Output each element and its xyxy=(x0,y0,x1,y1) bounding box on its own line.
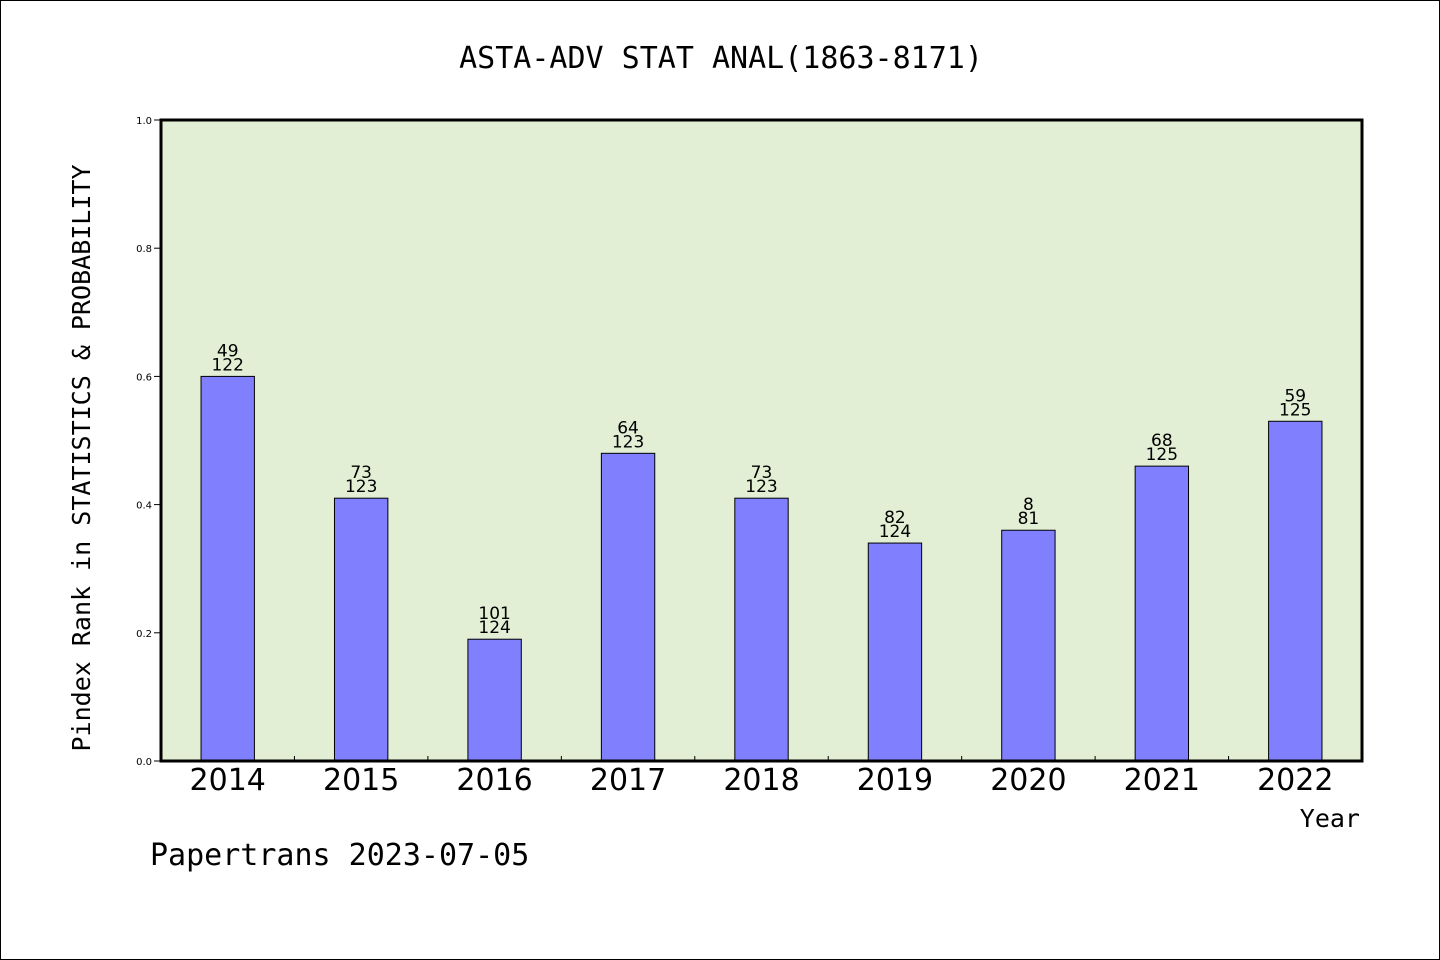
total-label-2014: 122 xyxy=(211,355,243,375)
total-label-2020: 81 xyxy=(1018,509,1040,529)
data-labels-layer: 4912273123101124641237312382124881681255… xyxy=(211,341,1311,638)
x-tick-label-2020: 2020 xyxy=(990,763,1066,798)
y-tick-label-0.4: 0.4 xyxy=(136,501,152,512)
bar-2018 xyxy=(734,497,789,762)
rank-label-2019: 82 xyxy=(884,508,906,528)
x-tick-label-2019: 2019 xyxy=(857,763,933,798)
x-tick-label-2018: 2018 xyxy=(723,763,799,798)
y-tick-label-0.6: 0.6 xyxy=(136,372,152,383)
x-tick-label-2014: 2014 xyxy=(190,763,266,798)
total-label-2019: 124 xyxy=(879,522,911,542)
chart-title: ASTA-ADV STAT ANAL(1863-8171) xyxy=(459,41,983,76)
bar-2021 xyxy=(1134,465,1190,762)
rank-label-2018: 73 xyxy=(751,463,773,483)
total-label-2021: 125 xyxy=(1146,445,1178,465)
rank-label-2020: 8 xyxy=(1023,495,1034,515)
plot-frame xyxy=(159,118,1364,763)
total-label-2015: 123 xyxy=(345,477,377,497)
rank-label-2021: 68 xyxy=(1151,431,1173,451)
bar-2015 xyxy=(333,497,389,762)
bar-2020 xyxy=(1001,529,1056,762)
y-tick-label-0.8: 0.8 xyxy=(136,244,152,255)
y-axis-ticks: 0.0 0.2 0.4 0.6 0.8 1.0 xyxy=(136,116,161,768)
bar-2019 xyxy=(867,542,923,762)
bar-2017 xyxy=(600,452,656,762)
footer-note: Papertrans 2023-07-05 xyxy=(150,838,529,873)
y-tick-label-0.2: 0.2 xyxy=(136,629,152,640)
x-tick-label-2016: 2016 xyxy=(456,763,532,798)
y-tick-label-0.0: 0.0 xyxy=(136,757,152,768)
total-label-2017: 123 xyxy=(612,432,644,452)
rank-label-2017: 64 xyxy=(617,418,639,438)
total-label-2016: 124 xyxy=(478,618,510,638)
rank-label-2015: 73 xyxy=(350,463,372,483)
y-axis-label: Pindex Rank in STATISTICS & PROBABILITY xyxy=(67,165,96,752)
total-label-2022: 125 xyxy=(1279,400,1311,420)
bars-layer xyxy=(200,375,1323,762)
x-axis-ticks: 2014 2015 2016 2017 2018 2019 2020 2021 2022 xyxy=(190,756,1333,798)
x-tick-label-2017: 2017 xyxy=(590,763,666,798)
bar-2016 xyxy=(467,638,522,762)
x-tick-label-2021: 2021 xyxy=(1124,763,1200,798)
rank-label-2016: 101 xyxy=(478,604,510,624)
x-axis-label: Year xyxy=(1300,804,1360,833)
x-tick-label-2015: 2015 xyxy=(323,763,399,798)
rank-label-2022: 59 xyxy=(1284,386,1306,406)
rank-label-2014: 49 xyxy=(217,341,239,361)
bar-2022 xyxy=(1268,420,1323,762)
total-label-2018: 123 xyxy=(745,477,777,497)
y-tick-label-1.0: 1.0 xyxy=(136,116,152,127)
bar-2014 xyxy=(200,375,255,762)
x-tick-label-2022: 2022 xyxy=(1257,763,1333,798)
